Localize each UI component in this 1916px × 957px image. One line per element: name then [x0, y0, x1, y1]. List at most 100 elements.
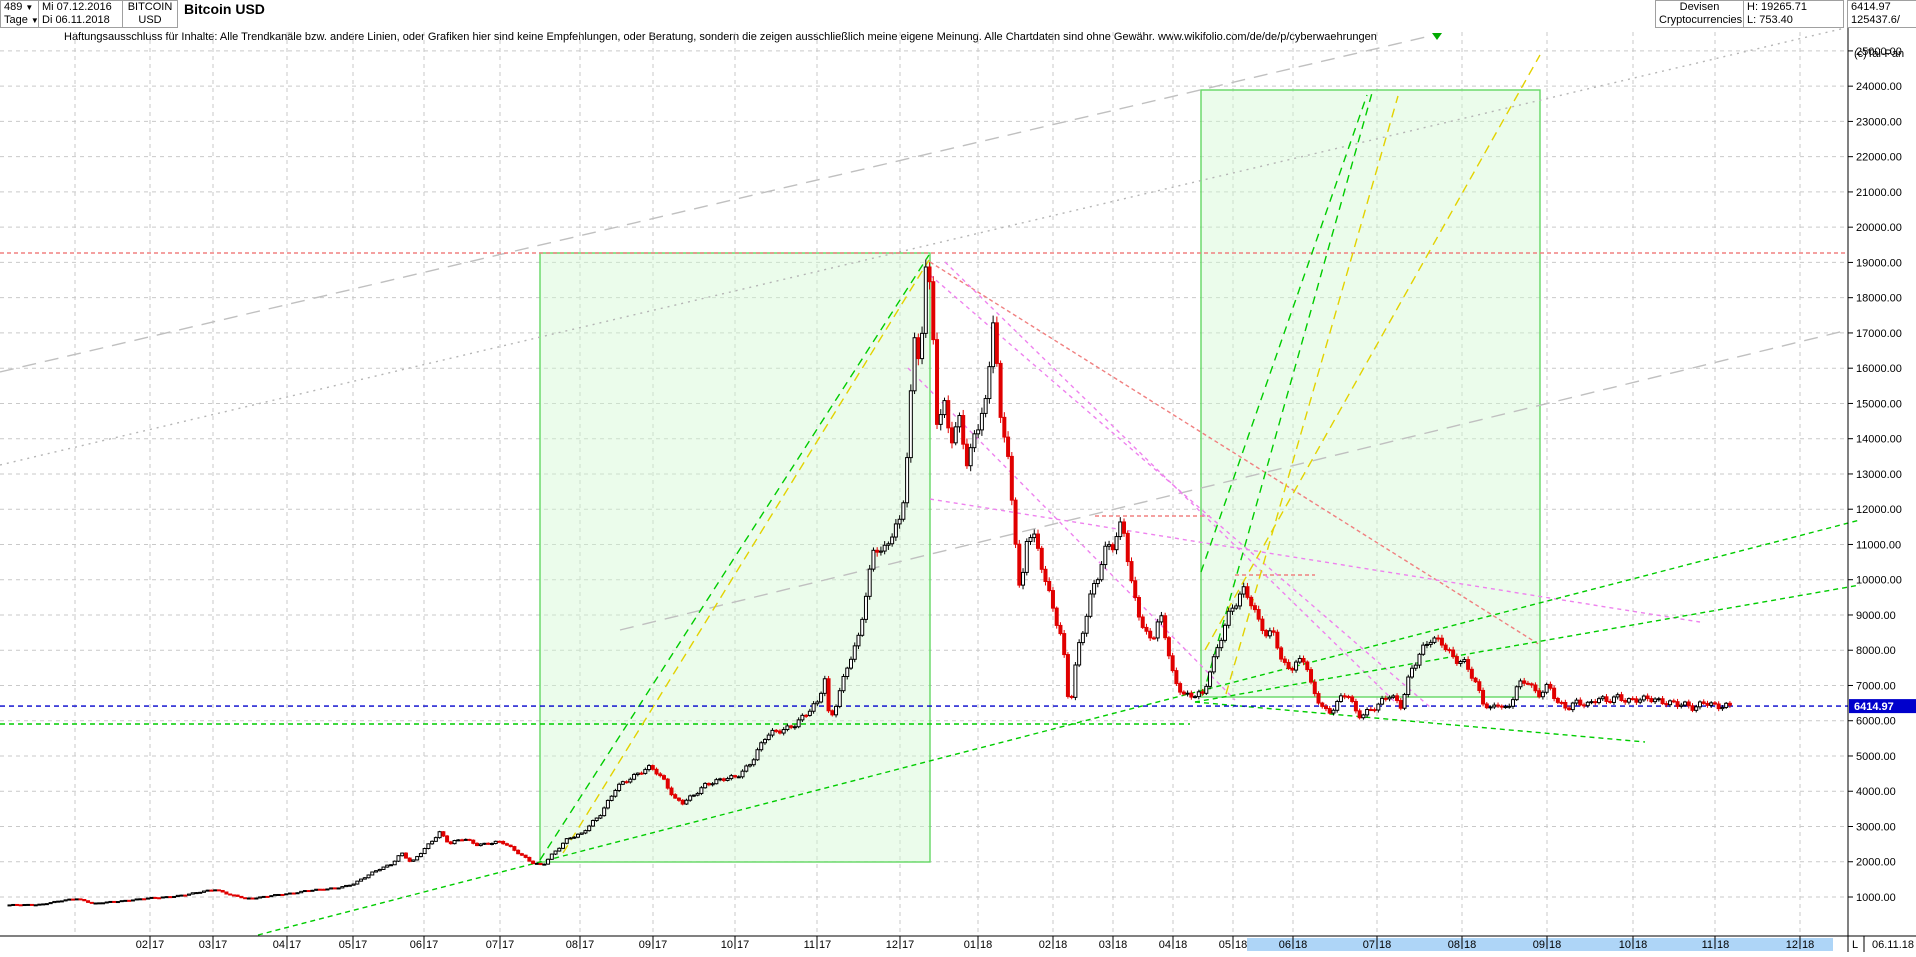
x-axis-label-month: 06: [1279, 939, 1291, 951]
candle-body: [1148, 630, 1153, 639]
candle-body: [647, 765, 652, 771]
candle-body: [957, 415, 962, 428]
candle-body: [1256, 609, 1261, 620]
candle-body: [67, 898, 72, 901]
candle-body: [905, 457, 910, 504]
date-range-box[interactable]: Mi 07.12.2016 Di 06.11.2018: [38, 0, 123, 28]
candle-body: [1196, 691, 1201, 698]
candle-body: [1260, 618, 1265, 632]
candle-body: [347, 884, 352, 887]
candle-body: [299, 890, 304, 894]
candle-body: [52, 900, 57, 904]
candle-body: [976, 429, 981, 435]
candle-body: [1062, 633, 1067, 656]
y-axis-label: 20000.00: [1856, 222, 1902, 234]
bars-count-dropdown[interactable]: 489 ▼ Tage ▼: [0, 0, 39, 28]
candle-body: [288, 892, 292, 895]
candle-body: [224, 891, 229, 895]
candle-body: [916, 337, 921, 360]
candle-body: [792, 726, 797, 729]
candle-body: [1615, 694, 1620, 698]
candle-body: [658, 773, 663, 777]
candle-body: [1166, 637, 1171, 657]
candle-body: [1391, 695, 1396, 698]
last-price: 6414.97: [1851, 1, 1891, 13]
candle-body: [1383, 697, 1388, 700]
x-axis-label-month: 05: [339, 939, 351, 951]
magenta-fan-4: [944, 261, 1396, 703]
symbol-currency: USD: [138, 14, 162, 26]
candle-body: [1215, 647, 1220, 658]
candle-body: [97, 902, 102, 905]
candle-body: [1372, 709, 1377, 712]
y-axis-label: 10000.00: [1856, 575, 1902, 587]
selected-range-strip[interactable]: [1247, 938, 1833, 951]
candle-body: [284, 893, 289, 896]
candle-body: [1510, 699, 1515, 707]
x-axis-label-month: 09: [639, 939, 651, 951]
candle-body: [59, 900, 64, 903]
candle-body: [1619, 694, 1624, 702]
copyright-label: (c)Tai-Pan: [1854, 48, 1905, 60]
candle-body: [1585, 701, 1590, 707]
candle-body: [1279, 647, 1284, 660]
candle-body: [445, 835, 450, 843]
candle-body: [1357, 710, 1362, 719]
candle-body: [796, 719, 801, 728]
candle-body: [71, 898, 76, 901]
candle-body: [340, 886, 345, 889]
x-axis-label-month: 07: [486, 939, 498, 951]
candle-body: [1245, 586, 1250, 598]
candle-body: [1088, 593, 1093, 617]
x-axis-label-year: 18: [1295, 939, 1307, 951]
candle-body: [1529, 683, 1534, 686]
candle-body: [1462, 659, 1467, 663]
candle-body: [243, 897, 248, 900]
candle-body: [344, 884, 349, 888]
candle-body: [179, 894, 184, 897]
candle-body: [1316, 693, 1321, 704]
candle-body: [1503, 706, 1508, 709]
candle-body: [662, 775, 666, 780]
price-tag-value: 6414.97: [1854, 701, 1894, 713]
candle-body: [460, 839, 465, 842]
x-axis-label-month: 09: [1533, 939, 1545, 951]
candle-body: [1626, 698, 1631, 703]
candle-body: [684, 799, 689, 805]
y-axis-label: 7000.00: [1856, 680, 1896, 692]
x-axis-label-year: 17: [737, 939, 749, 951]
symbol-box[interactable]: BITCOIN USD: [122, 0, 178, 28]
candle-body: [44, 903, 49, 906]
candle-body: [867, 568, 872, 597]
candle-body: [1656, 698, 1661, 701]
gray-channel-upper: [0, 35, 1431, 373]
candle-body: [561, 842, 566, 849]
candle-body: [1267, 630, 1272, 637]
x-axis-label-year: 18: [1802, 939, 1814, 951]
candle-body: [1499, 705, 1504, 708]
x-axis-label-month: 08: [566, 939, 578, 951]
candle-body: [1668, 700, 1673, 706]
candle-body: [935, 339, 940, 425]
y-axis-label: 25000.00: [1856, 46, 1902, 58]
candle-body: [516, 849, 521, 855]
yellow-projection-long: [1204, 54, 1541, 651]
candle-body: [1297, 657, 1302, 663]
candle-body: [1593, 701, 1598, 704]
candle-body: [228, 893, 233, 896]
gray-channel-dotted: [0, 27, 1846, 466]
candle-body: [766, 734, 771, 741]
candle-body: [138, 898, 143, 901]
candle-body: [187, 893, 192, 896]
x-axis-label-month: 06: [410, 939, 422, 951]
x-axis-label-year: 17: [289, 939, 301, 951]
candle-body: [415, 856, 420, 861]
candle-body: [706, 782, 711, 786]
candle-body: [1488, 706, 1493, 709]
candle-body: [1387, 696, 1392, 700]
candle-body: [845, 667, 850, 677]
candle-body: [1525, 682, 1530, 685]
y-axis-label: 2000.00: [1856, 857, 1896, 869]
candle-body: [605, 799, 610, 809]
